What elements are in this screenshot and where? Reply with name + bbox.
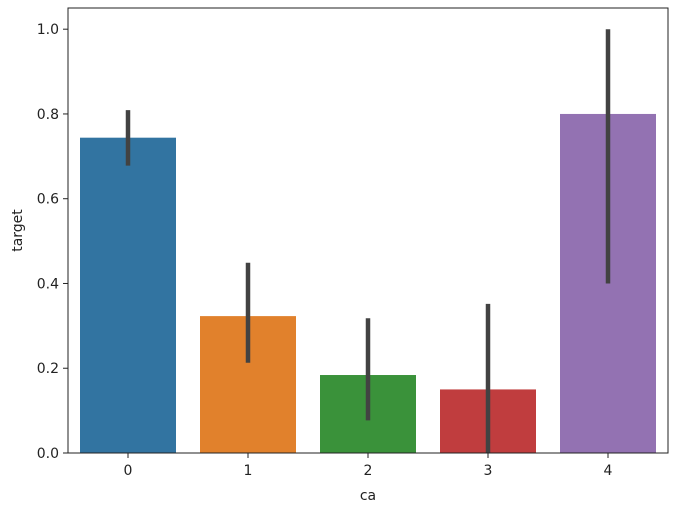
y-tick-label: 0.2 [37,361,59,377]
y-axis: 0.0 0.2 0.4 0.6 0.8 1.0 [37,22,68,462]
x-tick-label: 1 [244,463,253,479]
x-axis: 0 1 2 3 4 [124,453,613,479]
y-tick-label: 0.0 [37,446,59,462]
x-tick-label: 2 [364,463,373,479]
x-axis-label: ca [360,488,376,504]
y-tick-label: 0.6 [37,192,59,208]
y-tick-label: 0.4 [37,276,59,292]
x-tick-label: 3 [484,463,493,479]
x-tick-label: 4 [604,463,613,479]
y-axis-label: target [10,209,26,252]
bar-0 [80,137,176,453]
y-tick-label: 0.8 [37,107,59,123]
y-tick-label: 1.0 [37,22,59,38]
x-tick-label: 0 [124,463,133,479]
error-bars-layer [125,29,611,453]
